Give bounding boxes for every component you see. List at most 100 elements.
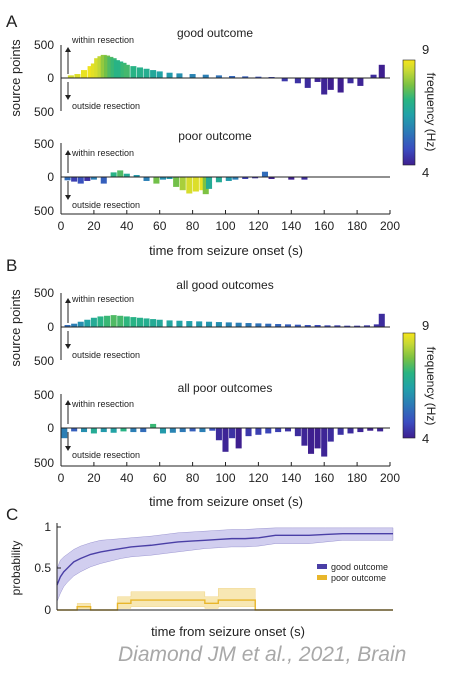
y-tick-label: 0.5 [34,561,51,575]
bar [321,428,328,457]
arrow-head-up-icon [65,47,71,52]
x-tick-label: 60 [153,471,167,485]
bar [196,321,203,327]
bar [327,428,334,442]
poor-outcome-confidence-band [57,588,393,611]
colorbar-a: 9 4 frequency (Hz) [402,42,438,180]
subplot-title: poor outcome [178,129,252,143]
bar [301,428,308,446]
citation: Diamond JM et al., 2021, Brain [118,643,407,666]
y-tick-label: 500 [34,456,54,470]
x-tick-label: 120 [248,219,268,233]
bar [314,428,321,449]
x-tick-label: 20 [87,219,101,233]
bar [357,428,364,433]
bar [120,62,127,78]
bar [77,177,84,184]
x-tick-label: 100 [215,471,235,485]
bar [275,428,282,433]
arrow-head-up-icon [65,150,71,155]
bar [206,177,213,189]
bar [179,177,186,191]
poor-outcome-line [57,599,393,611]
bar [71,428,78,432]
bar [324,325,331,327]
bar [265,428,272,434]
bar [97,56,104,78]
x-tick-label: 180 [347,471,367,485]
bar [71,177,78,182]
bar [117,170,124,177]
within-resection-label: within resection [71,294,134,304]
bar [150,423,157,428]
bar [314,325,321,327]
subplot-b2: all poor outcomes 500 0 500 within resec… [34,381,390,470]
bar [377,428,384,432]
bar [153,177,160,184]
bar [117,315,124,327]
bar [179,428,186,433]
x-tick-label: 160 [314,219,334,233]
bar [117,61,124,78]
bar [199,177,206,191]
x-tick-label: 200 [380,471,400,485]
bar [294,428,301,437]
subplot-title: good outcome [177,26,253,40]
x-tick-label: 40 [120,471,134,485]
bar [100,428,107,433]
lines [56,532,393,611]
bar [74,74,81,78]
bar [166,72,173,78]
bar [294,78,301,84]
within-resection-label: within resection [71,148,134,158]
arrow-head-down-icon [65,195,71,200]
bar [252,177,259,179]
bars [64,313,385,327]
y-tick-label: 0 [44,603,51,617]
bar [229,428,236,439]
bar [235,322,242,327]
x-tick-label: 0 [58,471,65,485]
bar [166,177,173,179]
bar [378,64,385,78]
x-axis-b: 0 20 40 60 80 100 120 140 160 180 200 [58,462,400,485]
bar [176,73,183,78]
x-tick-label: 80 [186,471,200,485]
bar [354,325,361,327]
y-tick-label: 500 [34,204,54,218]
bar [169,428,176,433]
bars [61,423,384,457]
bar [166,320,173,327]
x-tick-label: 160 [314,471,334,485]
bar [71,323,78,327]
panel-letter-b: B [6,256,17,275]
bar [136,67,143,78]
y-tick-label: 500 [34,388,54,402]
bar [242,76,249,78]
bar [81,70,88,78]
bar [143,177,150,181]
subplot-title: all good outcomes [176,278,273,292]
bar [150,319,157,327]
bar [123,64,130,78]
legend-swatch-poor [317,575,327,580]
bar [143,68,150,78]
bar [90,63,97,78]
y-tick-label: 500 [34,354,54,368]
y-tick-label: 0 [47,170,54,184]
x-axis-label: time from seizure onset (s) [149,494,303,509]
colorbar-gradient [402,332,416,439]
outside-resection-label: outside resection [72,450,140,460]
bar [104,315,111,327]
bar [199,428,206,433]
bar [215,428,222,441]
bar [110,315,117,327]
y-tick-label: 500 [34,38,54,52]
bar [378,313,385,327]
x-axis-a: 0 20 40 60 80 100 120 140 160 180 200 [58,210,400,233]
x-tick-label: 0 [58,219,65,233]
bar [186,177,193,194]
bar [87,66,94,78]
bar [189,428,196,432]
